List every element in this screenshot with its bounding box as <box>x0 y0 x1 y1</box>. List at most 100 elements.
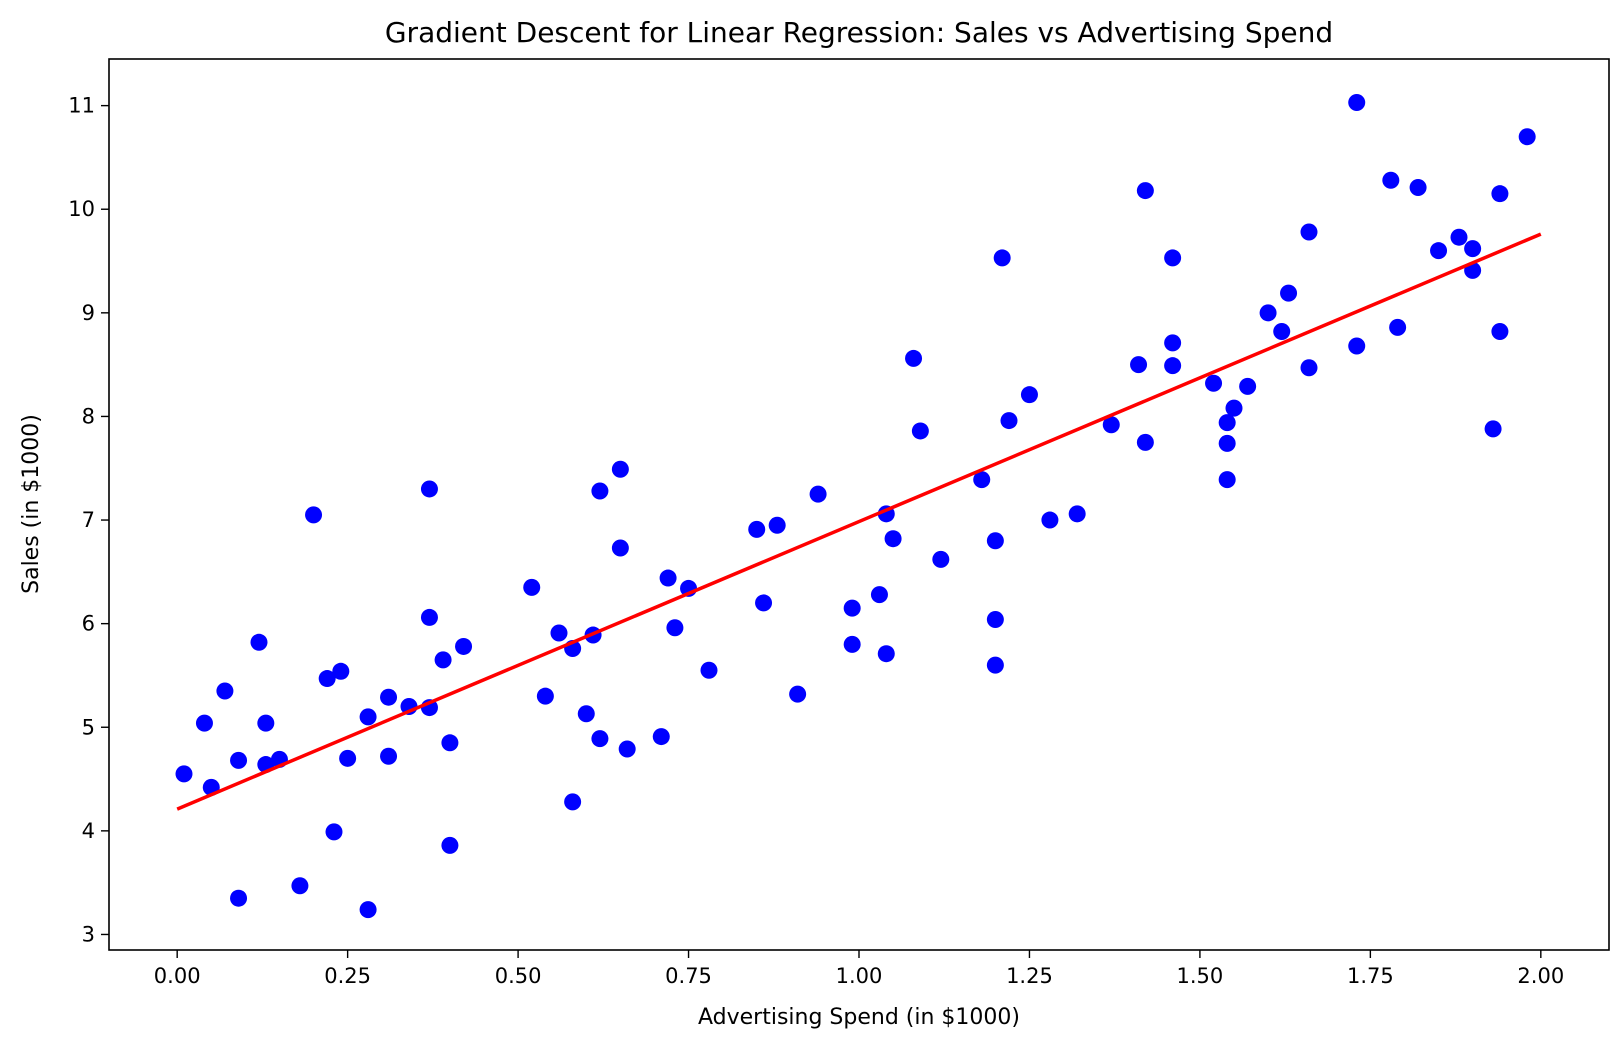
data-point <box>905 349 923 367</box>
x-tick-label: 1.75 <box>1347 964 1394 988</box>
data-point <box>1218 434 1236 452</box>
data-point <box>986 656 1004 674</box>
data-point <box>550 624 568 642</box>
data-point <box>536 687 554 705</box>
data-point <box>564 793 582 811</box>
data-point <box>359 901 377 919</box>
data-point <box>420 608 438 626</box>
data-point <box>195 714 213 732</box>
data-point <box>339 749 357 767</box>
data-point <box>380 747 398 765</box>
data-point <box>1130 356 1148 374</box>
x-tick-label: 0.25 <box>324 964 371 988</box>
data-point <box>1205 374 1223 392</box>
data-point <box>1000 412 1018 430</box>
data-point <box>843 635 861 653</box>
data-point <box>305 506 323 524</box>
data-point <box>1136 433 1154 451</box>
data-point <box>577 705 595 723</box>
data-point <box>768 516 786 534</box>
data-point <box>1164 249 1182 267</box>
data-point <box>932 550 950 568</box>
data-point <box>809 485 827 503</box>
data-point <box>318 670 336 688</box>
chart-title: Gradient Descent for Linear Regression: … <box>385 16 1333 49</box>
data-point <box>434 651 452 669</box>
data-point <box>611 460 629 478</box>
data-point <box>986 611 1004 629</box>
data-point <box>911 422 929 440</box>
data-point <box>441 734 459 752</box>
data-point <box>755 594 773 612</box>
data-point <box>1259 304 1277 322</box>
data-point <box>1491 322 1509 340</box>
data-point <box>1164 357 1182 375</box>
data-point <box>1225 399 1243 417</box>
y-axis-label: Sales (in $1000) <box>19 414 44 594</box>
data-point <box>455 637 473 655</box>
data-point <box>175 765 193 783</box>
data-point <box>250 633 268 651</box>
data-point <box>332 662 350 680</box>
data-point <box>700 661 718 679</box>
data-point <box>659 569 677 587</box>
data-point <box>441 836 459 854</box>
data-point <box>1041 511 1059 529</box>
data-point <box>1300 223 1318 241</box>
data-point <box>230 889 248 907</box>
x-tick-label: 2.00 <box>1517 964 1564 988</box>
data-point <box>1389 318 1407 336</box>
data-point <box>870 586 888 604</box>
y-tick-label: 4 <box>82 819 95 843</box>
data-point <box>380 688 398 706</box>
x-tick-label: 0.50 <box>495 964 542 988</box>
y-tick-label: 6 <box>82 612 95 636</box>
data-point <box>591 730 609 748</box>
x-axis-label: Advertising Spend (in $1000) <box>698 1005 1020 1030</box>
plot-area <box>175 94 1542 919</box>
data-point <box>652 728 670 746</box>
y-tick-label: 7 <box>82 508 95 532</box>
x-tick-label: 1.50 <box>1177 964 1224 988</box>
data-point <box>1218 414 1236 432</box>
data-point <box>1239 377 1257 395</box>
plot-frame <box>108 58 1610 951</box>
data-point <box>291 877 309 895</box>
data-point <box>1218 471 1236 489</box>
data-point <box>1409 178 1427 196</box>
data-point <box>1450 228 1468 246</box>
data-point <box>1300 359 1318 377</box>
y-tick-label: 9 <box>82 301 95 325</box>
data-point <box>986 532 1004 550</box>
data-point <box>1068 505 1086 523</box>
data-point <box>1518 128 1536 146</box>
data-point <box>666 619 684 637</box>
data-point <box>420 480 438 498</box>
data-point <box>359 708 377 726</box>
data-point <box>1273 322 1291 340</box>
data-point <box>877 645 895 663</box>
data-point <box>611 539 629 557</box>
y-tick-label: 11 <box>68 94 95 118</box>
data-point <box>1348 94 1366 112</box>
data-point <box>1484 420 1502 438</box>
data-point <box>1464 240 1482 258</box>
y-tick-label: 8 <box>82 404 95 428</box>
data-point <box>216 682 234 700</box>
data-point <box>843 599 861 617</box>
data-point <box>973 471 991 489</box>
axis-ticks: 0.00 0.25 0.50 0.75 1.00 1.25 1.50 1.75 2.00 3 4 5 6… <box>68 94 1564 988</box>
data-point <box>789 685 807 703</box>
data-point <box>230 751 248 769</box>
data-point <box>1020 386 1038 404</box>
data-point <box>1491 185 1509 203</box>
data-point <box>591 482 609 500</box>
x-tick-label: 1.25 <box>1006 964 1053 988</box>
data-point <box>1280 284 1298 302</box>
regression-line <box>176 232 1542 811</box>
y-tick-label: 3 <box>82 922 95 946</box>
data-point <box>618 740 636 758</box>
x-tick-label: 1.00 <box>836 964 883 988</box>
